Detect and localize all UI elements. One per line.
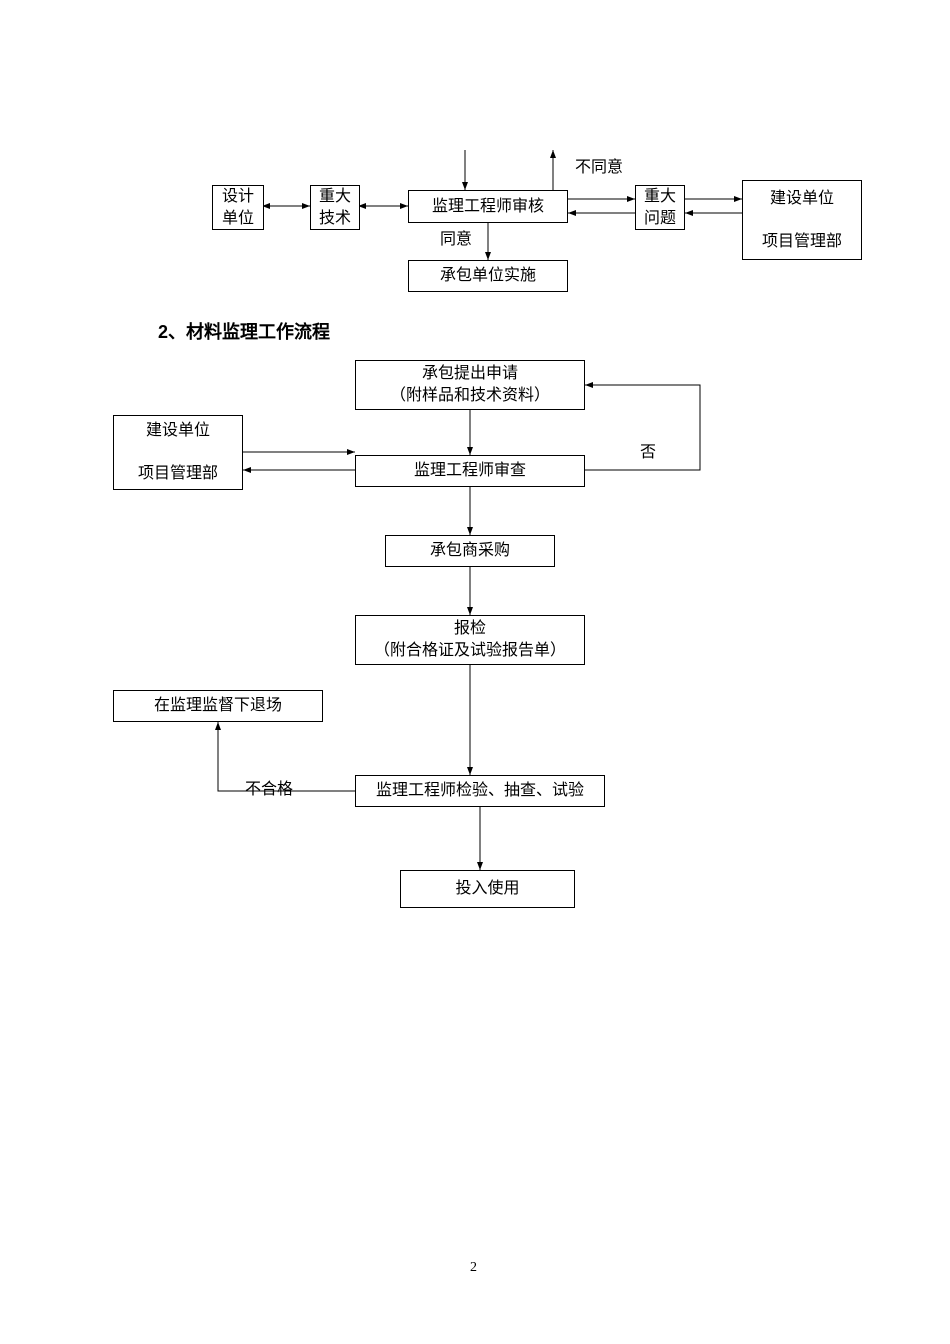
node-engineer-inspect: 监理工程师检验、抽查、试验 [355, 775, 605, 807]
node-major-tech: 重大技术 [310, 185, 360, 230]
node-put-into-use: 投入使用 [400, 870, 575, 908]
node-engineer-review: 监理工程师审核 [408, 190, 568, 223]
label-agree: 同意 [440, 230, 472, 251]
node-contractor-implement: 承包单位实施 [408, 260, 568, 292]
node-design-unit: 设计单位 [212, 185, 264, 230]
label-disagree: 不同意 [575, 158, 623, 179]
node-owner-pm-2: 建设单位 项目管理部 [113, 415, 243, 490]
node-apply: 承包提出申请（附样品和技术资料） [355, 360, 585, 410]
node-inspection-request: 报检（附合格证及试验报告单） [355, 615, 585, 665]
node-engineer-check: 监理工程师审查 [355, 455, 585, 487]
label-no: 否 [640, 443, 656, 464]
label-fail: 不合格 [245, 780, 293, 801]
node-exit-site: 在监理监督下退场 [113, 690, 323, 722]
section-heading: 2、材料监理工作流程 [158, 318, 330, 344]
page-number: 2 [470, 1260, 477, 1276]
page: 设计单位 重大技术 监理工程师审核 重大问题 建设单位 项目管理部 承包单位实施… [0, 0, 950, 1344]
node-purchase: 承包商采购 [385, 535, 555, 567]
node-owner-pm: 建设单位 项目管理部 [742, 180, 862, 260]
node-major-issue: 重大问题 [635, 185, 685, 230]
